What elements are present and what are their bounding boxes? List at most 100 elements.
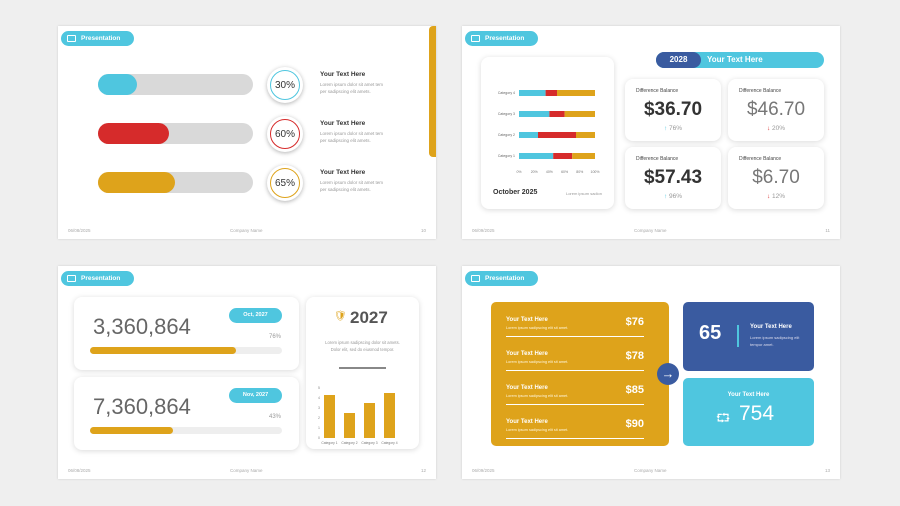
bar-segment	[572, 153, 595, 159]
page-number: 11	[825, 228, 830, 233]
balance-card: Difference Balance $36.70 ↑ 76%	[625, 79, 721, 141]
chart-card: Category 1 Category 2 Category 3 Category 4…	[481, 57, 614, 209]
year-body: Lorem ipsum sadipscing dolor sit amets. …	[325, 340, 400, 352]
category-label: Category 4	[498, 91, 515, 95]
card-value: $36.70	[643, 99, 703, 120]
progress-track	[98, 172, 253, 193]
row-body: Lorem ipsum sadipscing elit sit amet.	[506, 428, 569, 432]
card-change: 12%	[772, 193, 786, 200]
bar	[384, 393, 395, 438]
blue-stat-card: 65 Your Text Here Lorem ipsum sadipscing…	[683, 302, 814, 371]
y-tick: 5	[318, 386, 320, 390]
slide-stats[interactable]: Presentation 3,360,864 Oct, 2027 76% 7,3…	[58, 266, 436, 479]
year-banner: 2028 Your Text Here	[656, 52, 824, 68]
card-label: Difference Balance	[636, 88, 679, 94]
row-body: Lorem ipsum dolor sit amet tem per sadip…	[320, 180, 384, 192]
blue-number: 65	[699, 322, 722, 344]
progress-fill	[98, 123, 170, 144]
row-title: Your Text Here	[506, 385, 548, 391]
bar-segment	[545, 90, 557, 96]
row-title: Your Text Here	[506, 419, 548, 425]
card-value: $57.43	[643, 167, 703, 188]
arrow-up-icon: ↑	[663, 193, 668, 200]
row-price: $78	[625, 350, 644, 362]
card-label: Difference Balance	[739, 156, 782, 162]
footer-date: 06/09/2025	[472, 228, 495, 233]
date-badge: Nov, 2027	[229, 388, 282, 403]
presentation-icon	[67, 35, 76, 42]
card-change: 96%	[669, 193, 683, 200]
footer-company: Company Name	[634, 228, 667, 233]
progress-fill	[98, 74, 137, 95]
arrow-right-icon[interactable]: →	[657, 363, 679, 385]
share-icon: ⮔	[716, 411, 731, 425]
percent-label: 60%	[270, 119, 300, 149]
bar-chart: 0 1 2 3 4 5 Category 1 Category 2 Category 3 Cate…	[318, 386, 398, 445]
category-label: Category 2	[498, 133, 515, 137]
progress-track	[98, 74, 253, 95]
progress-fill	[90, 427, 173, 434]
bar-segment	[549, 111, 565, 117]
pill-label: Presentation	[485, 35, 525, 42]
stat-percent: 76%	[268, 334, 281, 340]
x-tick: 80%	[576, 170, 583, 174]
bar-segment	[576, 132, 595, 138]
row-body: Lorem ipsum dolor sit amet tem per sadip…	[320, 131, 384, 143]
price-row: Your Text Here Lorem ipsum sadipscing el…	[506, 409, 644, 439]
x-tick: 100%	[591, 170, 600, 174]
progress-fill	[98, 172, 175, 193]
percent-label: 65%	[270, 168, 300, 198]
year-card: 🛡 2027 Lorem ipsum sadipscing dolor sit …	[306, 297, 419, 449]
cyan-number: 754	[739, 402, 775, 425]
row-title: Your Text Here	[506, 351, 548, 357]
category-label: Category 1	[498, 154, 515, 158]
presentation-icon	[471, 35, 480, 42]
slide-prices[interactable]: Presentation Your Text Here Lorem ipsum …	[462, 266, 840, 479]
stat-card: 7,360,864 Nov, 2027 43%	[74, 377, 299, 450]
blue-body: Lorem ipsum sadipscing elit tempor amet.	[750, 335, 800, 347]
divider	[737, 325, 739, 347]
row-price: $85	[625, 384, 644, 396]
card-label: Difference Balance	[739, 88, 782, 94]
footer-company: Company Name	[230, 228, 263, 233]
price-row: Your Text Here Lorem ipsum sadipscing el…	[506, 341, 644, 371]
row-title: Your Text Here	[320, 71, 366, 78]
progress-track	[90, 347, 282, 354]
section-pill: Presentation	[465, 31, 538, 46]
pill-label: Presentation	[81, 275, 121, 282]
card-change: 20%	[772, 125, 786, 132]
presentation-icon	[67, 275, 76, 282]
slide-balance[interactable]: Presentation Category 1 Category 2 Categor…	[462, 26, 840, 239]
pill-label: Presentation	[81, 35, 121, 42]
balance-card: Difference Balance $6.70 ↓ 12%	[728, 147, 824, 209]
card-value: $6.70	[752, 167, 800, 188]
y-tick: 3	[318, 406, 320, 410]
bar-segment	[519, 111, 550, 117]
arrow-up-icon: ↑	[663, 125, 668, 132]
progress-track	[98, 123, 253, 144]
cyan-title: Your Text Here	[727, 392, 770, 398]
stat-value: 3,360,864	[93, 314, 191, 339]
shield-check-icon: 🛡	[334, 311, 347, 322]
progress-fill	[90, 347, 236, 354]
slide-progress[interactable]: Presentation 30% Your Text Here Lorem ip…	[58, 26, 436, 239]
percent-circle: 60%	[267, 116, 303, 152]
footer-company: Company Name	[634, 468, 667, 473]
pill-label: Presentation	[485, 275, 525, 282]
bar-segment	[519, 90, 546, 96]
bar-segment	[519, 153, 554, 159]
bar-segment	[519, 132, 538, 138]
row-body: Lorem ipsum sadipscing elit sit amet.	[506, 394, 569, 398]
category-label: Category 1	[321, 441, 337, 445]
row-body: Lorem ipsum sadipscing elit sit amet.	[506, 326, 569, 330]
card-value: $46.70	[746, 99, 806, 120]
page-number: 10	[420, 228, 426, 233]
row-title: Your Text Here	[506, 317, 548, 323]
y-tick: 4	[318, 396, 320, 400]
balance-card: Difference Balance $57.43 ↑ 96%	[625, 147, 721, 209]
chart-title: October 2025	[493, 189, 538, 196]
price-row: Your Text Here Lorem ipsum sadipscing el…	[506, 307, 644, 337]
price-panel: Your Text Here Lorem ipsum sadipscing el…	[491, 302, 669, 446]
bar	[324, 395, 335, 438]
arrow-down-icon: ↓	[766, 193, 771, 200]
